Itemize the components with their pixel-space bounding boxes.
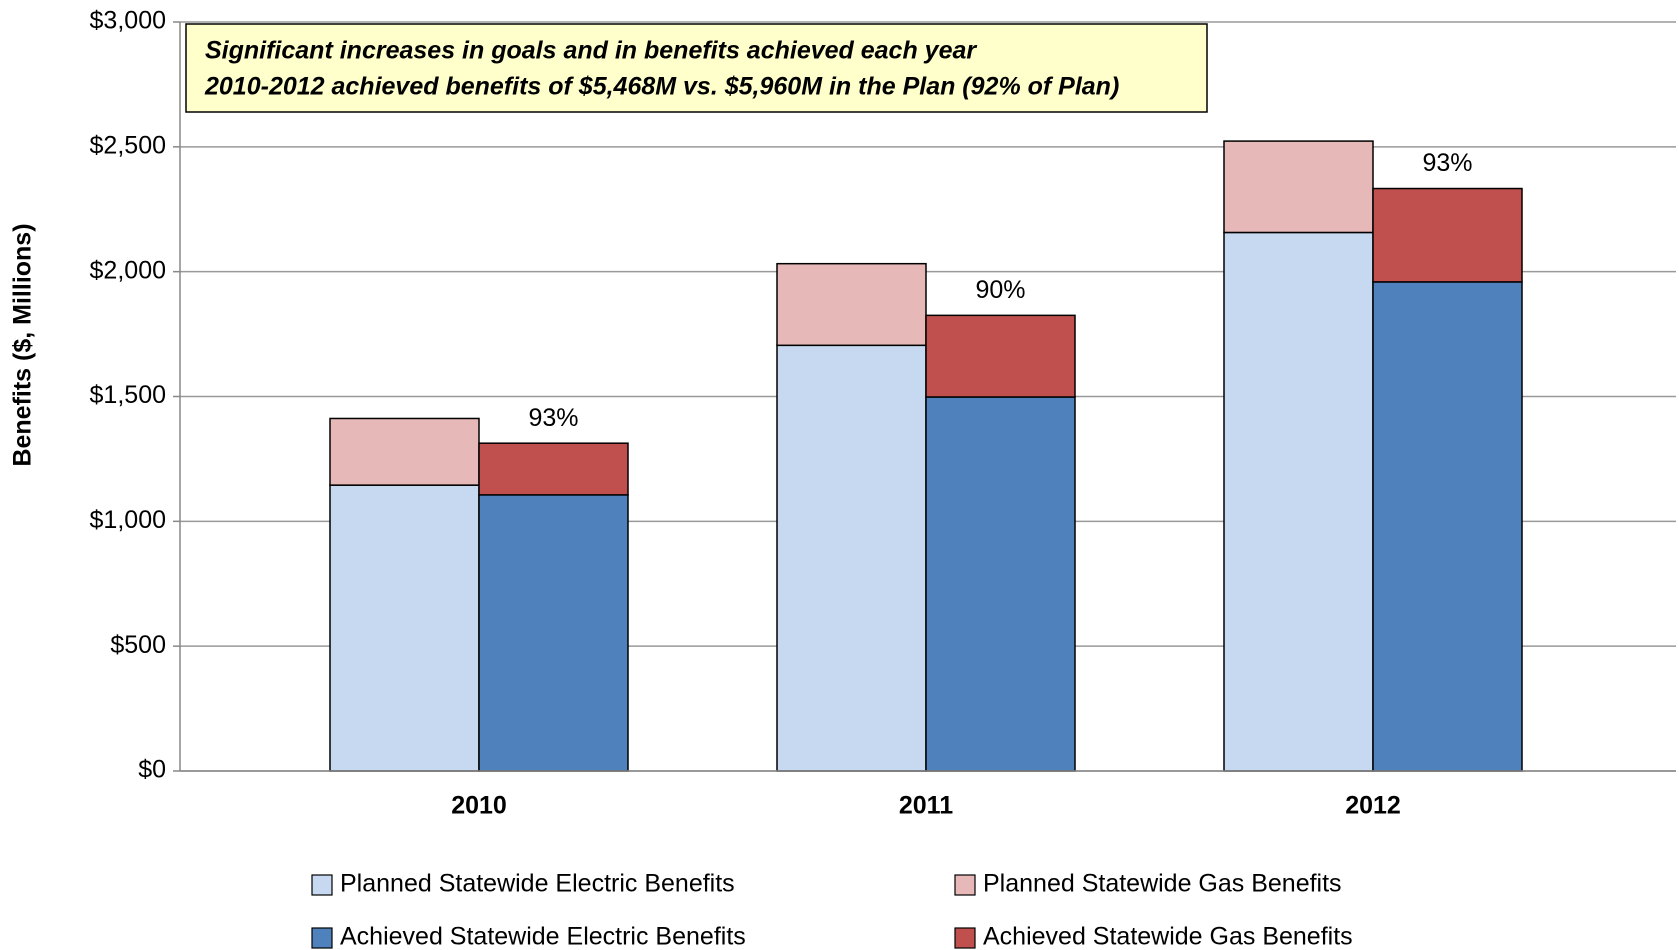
bar-segment bbox=[1372, 187, 1523, 283]
y-tick-label: $3,000 bbox=[90, 7, 166, 35]
legend-swatch bbox=[311, 874, 333, 896]
note-text: Significant increases in goals and in be… bbox=[205, 37, 977, 65]
legend-label: Achieved Statewide Gas Benefits bbox=[983, 923, 1353, 950]
bar-segment bbox=[478, 442, 629, 496]
y-tick-label: $1,000 bbox=[90, 506, 166, 534]
x-tick-label: 2012 bbox=[1345, 792, 1401, 820]
bar-segment bbox=[925, 396, 1076, 772]
bar-segment bbox=[776, 344, 927, 772]
x-tick-label: 2011 bbox=[899, 792, 953, 820]
legend-label: Planned Statewide Gas Benefits bbox=[983, 870, 1342, 898]
legend-label: Planned Statewide Electric Benefits bbox=[340, 870, 735, 898]
y-tick-label: $2,500 bbox=[90, 131, 166, 159]
y-axis-label: Benefits ($, Millions) bbox=[9, 223, 37, 466]
note-box bbox=[185, 23, 1208, 113]
bar-segment bbox=[1223, 231, 1374, 772]
legend-swatch bbox=[311, 927, 333, 949]
legend-swatch bbox=[954, 874, 976, 896]
x-tick-label: 2010 bbox=[451, 792, 507, 820]
legend-swatch bbox=[954, 927, 976, 949]
bar-segment bbox=[776, 262, 927, 347]
bar-segment bbox=[1372, 281, 1523, 772]
bar-segment bbox=[925, 314, 1076, 398]
percent-label: 93% bbox=[1422, 149, 1472, 177]
legend-label: Achieved Statewide Electric Benefits bbox=[340, 923, 746, 950]
note-text: 2010-2012 achieved benefits of $5,468M v… bbox=[204, 73, 1119, 101]
y-tick-label: $1,500 bbox=[90, 381, 166, 409]
percent-label: 93% bbox=[528, 404, 578, 432]
y-tick-label: $2,000 bbox=[90, 256, 166, 284]
bar-segment bbox=[329, 417, 480, 486]
percent-label: 90% bbox=[975, 276, 1025, 304]
y-tick-label: $0 bbox=[138, 756, 166, 784]
bar-segment bbox=[1223, 140, 1374, 234]
bar-segment bbox=[478, 494, 629, 772]
y-tick-label: $500 bbox=[110, 631, 166, 659]
bar-segment bbox=[329, 484, 480, 772]
